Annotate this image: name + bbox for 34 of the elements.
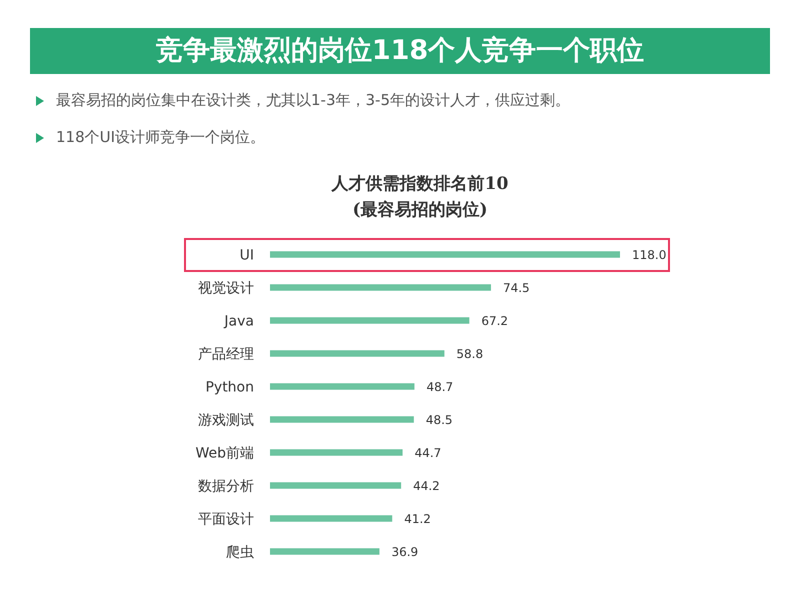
y-tick-label: Python bbox=[205, 379, 254, 396]
y-tick-label: 视觉设计 bbox=[198, 280, 254, 296]
bar bbox=[270, 284, 491, 291]
bar bbox=[270, 350, 444, 357]
bar bbox=[270, 548, 380, 555]
text: 118个UI设计师竞争一个岗位。 bbox=[56, 128, 266, 147]
data-label: 48.7 bbox=[426, 380, 454, 394]
chart-subtitle: 人才供需指数排名前10 (最容易招的岗位) bbox=[330, 173, 510, 221]
bar bbox=[270, 317, 470, 324]
y-tick-label: UI bbox=[240, 247, 254, 264]
y-tick-label: 平面设计 bbox=[198, 511, 254, 528]
y-tick-label: Java bbox=[223, 313, 254, 330]
y-tick-label: 产品经理 bbox=[198, 346, 254, 362]
y-tick-label: Web前端 bbox=[195, 445, 254, 462]
data-label: 36.9 bbox=[391, 544, 418, 559]
data-label: 58.8 bbox=[456, 346, 484, 361]
data-label: 44.7 bbox=[414, 446, 442, 460]
data-label: 74.5 bbox=[502, 280, 530, 295]
bar bbox=[270, 383, 414, 390]
bar bbox=[270, 515, 392, 522]
bar bbox=[270, 416, 414, 423]
text: 最容易招的岗位集中在设计类，尤其以1-3年，3-5年的设计人才，供应过剩。 bbox=[56, 91, 570, 110]
data-label: 41.2 bbox=[404, 512, 431, 526]
bar bbox=[270, 449, 403, 456]
chart-title: 竞争最激烈的岗位118个人竞争一个职位 bbox=[30, 28, 770, 74]
y-tick-label: 数据分析 bbox=[198, 478, 254, 494]
bar bbox=[270, 251, 620, 258]
data-label: 44.2 bbox=[413, 478, 440, 493]
y-tick-label: 游戏测试 bbox=[198, 412, 254, 428]
data-label: 67.2 bbox=[481, 314, 508, 328]
y-tick-label: 爬虫 bbox=[226, 544, 254, 560]
data-label: 118.0 bbox=[632, 248, 666, 262]
bar bbox=[270, 482, 402, 489]
data-label: 48.5 bbox=[426, 412, 453, 427]
